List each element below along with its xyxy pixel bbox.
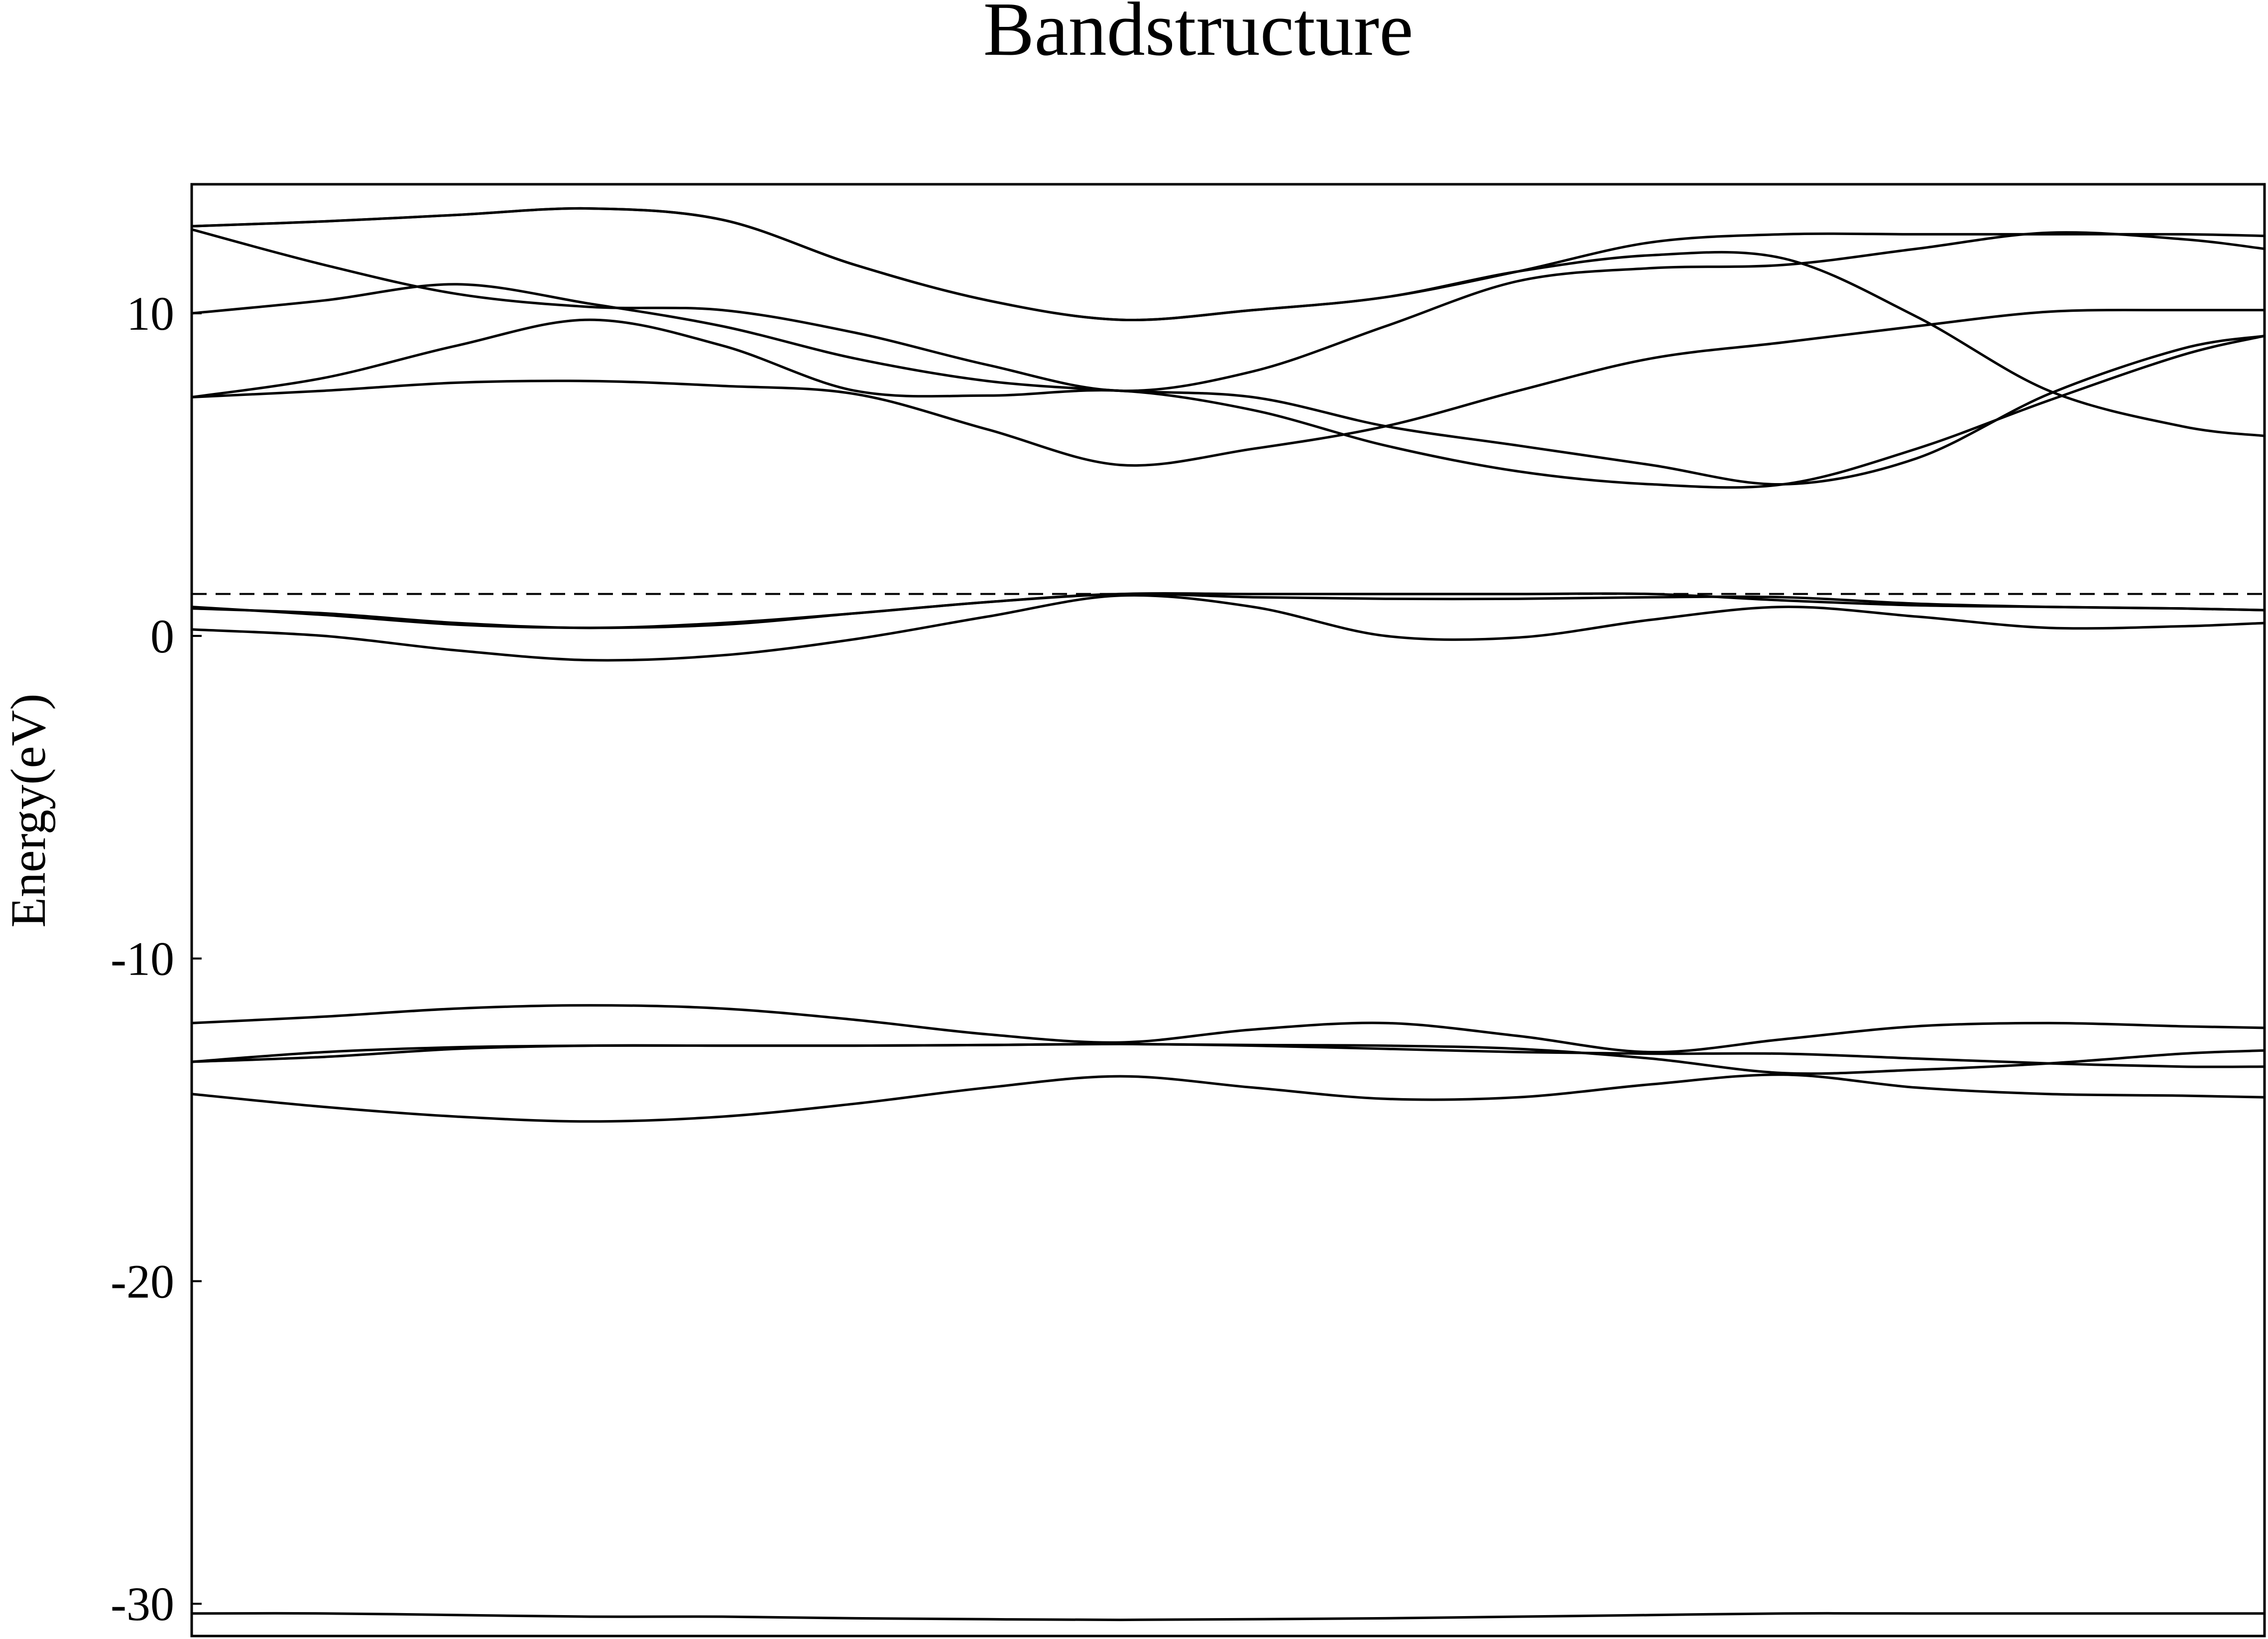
band-line-1 [190,1612,2266,1622]
band-line-2 [190,1073,2266,1123]
band-line-14 [190,207,2266,322]
band-line-5 [190,1004,2266,1054]
bands-layer [190,207,2266,1622]
band-line-4 [190,1042,2266,1075]
chart-title: Bandstructure [983,0,1414,72]
y-tick-label: -10 [111,932,174,986]
y-tick-label: 0 [150,610,174,663]
plot-frame [190,183,2266,1638]
band-line-10 [190,318,2266,489]
y-ticks: 10 0 -10 -20 -30 [111,287,202,1631]
y-tick-label: 10 [126,287,174,340]
band-line-8 [190,592,2266,630]
y-tick-label: -20 [111,1255,174,1308]
y-axis-label: Energy(eV) [0,693,56,927]
band-line-7 [190,592,2266,630]
band-line-6 [190,594,2266,662]
band-line-11 [190,283,2266,486]
band-line-12 [190,228,2266,392]
y-tick-label: -30 [111,1577,174,1631]
